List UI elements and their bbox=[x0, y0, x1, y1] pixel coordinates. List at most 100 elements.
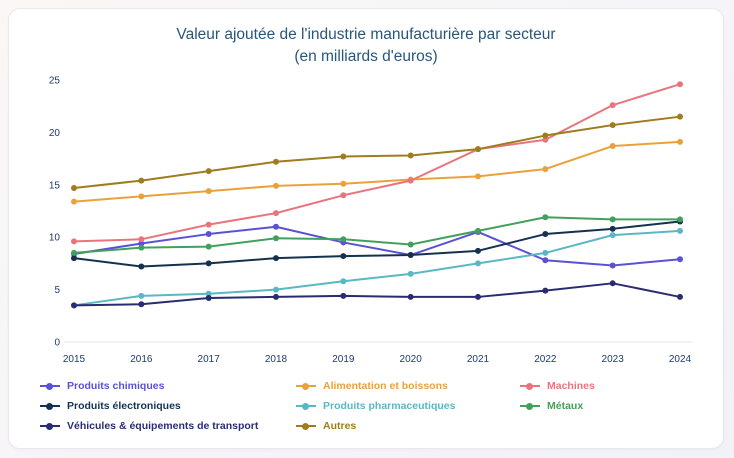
data-point bbox=[273, 210, 279, 217]
data-point bbox=[340, 153, 347, 160]
data-point bbox=[542, 249, 549, 256]
data-point bbox=[71, 255, 77, 262]
data-point bbox=[475, 173, 481, 180]
data-point bbox=[205, 290, 212, 297]
x-tick-label: 2015 bbox=[63, 354, 86, 365]
legend-label: Alimentation et boissons bbox=[323, 380, 448, 392]
data-point bbox=[475, 293, 481, 300]
series-line bbox=[73, 140, 681, 203]
data-point bbox=[71, 198, 77, 205]
line-chart: 0 5 10 15 20 25 2015 2016 2017 2018 2019 2020 2021 20… bbox=[49, 76, 692, 365]
data-point bbox=[205, 243, 212, 250]
data-point bbox=[138, 301, 145, 308]
legend-dot-icon bbox=[526, 382, 533, 390]
legend-line-marker-icon bbox=[40, 422, 60, 430]
data-point bbox=[273, 235, 279, 242]
legend-item: Autres bbox=[296, 420, 520, 432]
legend-dot-icon bbox=[302, 382, 309, 390]
chart-legend: Produits chimiques Alimentation et boisso… bbox=[16, 380, 716, 432]
series-line bbox=[73, 282, 681, 307]
data-point bbox=[205, 294, 212, 301]
data-point bbox=[138, 177, 145, 184]
data-point bbox=[71, 249, 77, 256]
legend-label: Véhicules & équipements de transport bbox=[67, 420, 259, 432]
data-point bbox=[609, 232, 616, 239]
data-point bbox=[542, 166, 549, 173]
data-point bbox=[609, 225, 616, 232]
data-point bbox=[138, 193, 145, 200]
legend-label: Produits chimiques bbox=[67, 380, 165, 392]
data-point bbox=[273, 158, 279, 165]
legend-dot-icon bbox=[302, 402, 309, 410]
data-point bbox=[205, 260, 212, 267]
y-tick-label: 0 bbox=[54, 338, 60, 349]
series-line bbox=[73, 229, 681, 307]
legend-dot-icon bbox=[46, 422, 53, 430]
legend-item: Alimentation et boissons bbox=[296, 380, 520, 392]
legend-line-marker-icon bbox=[40, 382, 60, 390]
x-tick-label: 2021 bbox=[467, 354, 490, 365]
data-point bbox=[205, 168, 212, 175]
legend-dot-icon bbox=[526, 402, 533, 410]
chart-title: Valeur ajoutée de l'industrie manufactur… bbox=[176, 26, 556, 43]
y-tick-label: 20 bbox=[49, 128, 61, 139]
data-point bbox=[138, 240, 145, 247]
legend-label: Machines bbox=[547, 380, 595, 392]
data-point bbox=[273, 293, 279, 300]
data-point bbox=[677, 81, 683, 88]
data-point bbox=[609, 262, 616, 269]
legend-label: Métaux bbox=[547, 400, 584, 412]
data-point bbox=[609, 143, 616, 150]
data-point bbox=[677, 216, 683, 223]
data-point bbox=[542, 231, 549, 238]
data-point bbox=[609, 280, 616, 287]
data-point bbox=[542, 257, 549, 264]
x-tick-label: 2024 bbox=[669, 354, 692, 365]
chart-subtitle: (en milliards d'euros) bbox=[294, 48, 438, 65]
legend-item: Machines bbox=[520, 380, 716, 392]
y-tick-label: 10 bbox=[49, 233, 61, 244]
x-tick-label: 2017 bbox=[198, 354, 221, 365]
series-line bbox=[73, 115, 681, 189]
data-point bbox=[609, 122, 616, 129]
data-point bbox=[677, 113, 683, 120]
x-tick-label: 2018 bbox=[265, 354, 288, 365]
series-line bbox=[73, 220, 681, 268]
x-tick-label: 2022 bbox=[534, 354, 557, 365]
data-point bbox=[677, 256, 683, 263]
legend-label: Autres bbox=[323, 420, 357, 432]
data-point bbox=[138, 244, 145, 251]
data-point bbox=[677, 227, 683, 234]
data-point bbox=[273, 223, 279, 230]
y-tick-label: 25 bbox=[49, 76, 61, 87]
data-point bbox=[340, 180, 347, 187]
data-point bbox=[677, 138, 683, 145]
y-tick-label: 15 bbox=[49, 180, 61, 191]
data-point bbox=[609, 216, 616, 223]
series-line bbox=[73, 216, 681, 254]
legend-dot-icon bbox=[46, 402, 53, 410]
data-point bbox=[205, 188, 212, 195]
data-point bbox=[340, 278, 347, 285]
series-line bbox=[73, 225, 681, 267]
data-point bbox=[475, 247, 481, 254]
data-point bbox=[407, 241, 414, 248]
data-point bbox=[205, 231, 212, 238]
chart-card: Valeur ajoutée de l'industrie manufactur… bbox=[8, 8, 724, 449]
x-tick-label: 2019 bbox=[332, 354, 355, 365]
legend-line-marker-icon bbox=[296, 382, 316, 390]
data-point bbox=[407, 293, 414, 300]
data-point bbox=[340, 292, 347, 299]
legend-dot-icon bbox=[46, 382, 53, 390]
data-point bbox=[71, 302, 77, 309]
data-point bbox=[542, 132, 549, 139]
data-point bbox=[475, 260, 481, 267]
data-point bbox=[475, 146, 481, 153]
data-point bbox=[138, 292, 145, 299]
data-point bbox=[340, 236, 347, 243]
legend-label: Produits électroniques bbox=[67, 400, 181, 412]
chart-title-block: Valeur ajoutée de l'industrie manufactur… bbox=[16, 24, 716, 68]
legend-line-marker-icon bbox=[520, 402, 540, 410]
legend-item: Métaux bbox=[520, 400, 716, 412]
legend-item: Produits chimiques bbox=[40, 380, 296, 392]
